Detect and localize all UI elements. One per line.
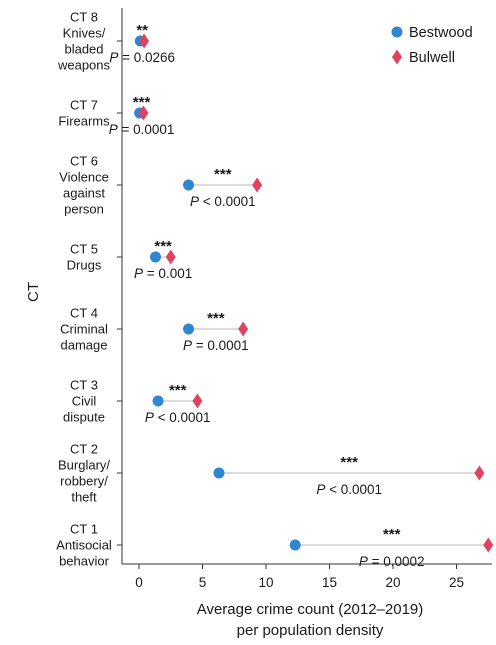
bulwell-point xyxy=(474,465,485,481)
bulwell-point xyxy=(252,177,263,193)
x-tick-label: 20 xyxy=(385,575,400,590)
legend-bulwell-label: Bulwell xyxy=(409,50,455,66)
significance-stars: *** xyxy=(383,526,401,543)
significance-stars: *** xyxy=(214,166,232,183)
y-axis-label: CT xyxy=(25,282,42,302)
p-value-label: P = 0.001 xyxy=(134,266,192,281)
legend: Bestwood Bulwell xyxy=(391,25,473,66)
x-axis-label-line-2: per population density xyxy=(237,622,384,639)
x-tick-label: 15 xyxy=(322,575,337,590)
category-label: CT 5 Drugs xyxy=(67,242,102,273)
axes xyxy=(121,8,492,565)
significance-stars: ** xyxy=(136,22,148,39)
significance-stars: *** xyxy=(340,454,358,471)
category-label: CT 8 Knives/bladed weapons xyxy=(57,10,111,73)
x-tick-label: 5 xyxy=(199,575,207,590)
bulwell-point xyxy=(238,321,249,337)
bestwood-point xyxy=(150,251,162,263)
x-tick-label: 25 xyxy=(449,575,464,590)
p-value-label: P = 0.0002 xyxy=(359,554,425,569)
x-axis-ticks: 0 5 10 15 20 25 xyxy=(135,564,464,590)
p-value-label: P = 0.0266 xyxy=(109,50,175,65)
bulwell-point xyxy=(483,537,494,553)
significance-stars: *** xyxy=(133,94,151,111)
p-value-label: P < 0.0001 xyxy=(316,482,382,497)
bestwood-point xyxy=(152,395,164,407)
bulwell-point xyxy=(138,105,149,121)
significance-stars: *** xyxy=(169,382,187,399)
bestwood-point xyxy=(289,539,301,551)
significance-stars: *** xyxy=(154,238,172,255)
p-value-label: P < 0.0001 xyxy=(145,410,211,425)
x-axis-label-line-1: Average crime count (2012–2019) xyxy=(197,601,424,618)
legend-bulwell-marker xyxy=(392,49,402,65)
bestwood-point xyxy=(183,179,195,191)
x-tick-label: 0 xyxy=(135,575,143,590)
category-label: CT 6 Violence against person xyxy=(59,154,109,217)
category-label: CT 3 Civil dispute xyxy=(63,378,105,425)
category-label: CT 7 Firearms xyxy=(58,98,110,129)
category-labels: CT 8 Knives/bladed weapons CT 7 Firearms CT 6… xyxy=(56,10,122,569)
bulwell-point xyxy=(165,249,176,265)
bulwell-point xyxy=(139,33,150,49)
p-value-label: P = 0.0001 xyxy=(109,122,175,137)
category-label: CT 4 Criminal damage xyxy=(60,306,108,353)
significance-stars: *** xyxy=(207,310,225,327)
legend-bestwood-marker xyxy=(391,26,403,38)
x-tick-label: 10 xyxy=(258,575,273,590)
data-markers xyxy=(134,33,494,553)
p-value-label: P < 0.0001 xyxy=(190,194,256,209)
category-label: CT 1 Antisocial behavior xyxy=(56,522,112,569)
bestwood-point xyxy=(213,467,225,479)
legend-bestwood-label: Bestwood xyxy=(409,25,473,41)
significance-annotations: ** P = 0.0266 *** P = 0.0001 *** P < 0.0001 **… xyxy=(109,22,425,569)
category-label: CT 2 Burglary/robbery/theft xyxy=(58,442,110,505)
bestwood-point xyxy=(183,323,195,335)
p-value-label: P = 0.0001 xyxy=(183,338,249,353)
bulwell-point xyxy=(192,393,203,409)
connector-lines xyxy=(139,40,489,546)
